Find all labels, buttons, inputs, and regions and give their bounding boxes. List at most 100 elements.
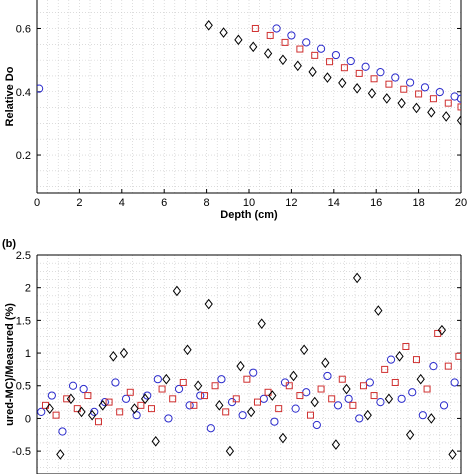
data-point-diamond xyxy=(448,449,457,460)
data-point-square xyxy=(317,385,325,393)
data-point-circle xyxy=(111,378,120,387)
data-point-diamond xyxy=(384,393,394,405)
data-point-diamond xyxy=(310,396,319,408)
data-point-circle xyxy=(456,94,461,103)
data-point-diamond xyxy=(204,298,213,310)
x-tick-label: 2 xyxy=(76,197,82,209)
data-marks xyxy=(37,272,461,460)
data-point-diamond xyxy=(323,72,332,83)
data-point-square xyxy=(105,398,113,406)
data-point-square xyxy=(349,401,357,409)
data-point-circle xyxy=(302,38,311,47)
data-point-circle xyxy=(249,368,258,377)
data-point-circle xyxy=(217,375,226,384)
data-point-square xyxy=(169,395,177,403)
data-point-square xyxy=(222,408,230,416)
y-tick-label: 2.5 xyxy=(16,250,31,262)
y-tick-label: 0.6 xyxy=(16,23,31,35)
data-marks xyxy=(37,19,461,126)
data-point-diamond xyxy=(234,34,243,46)
data-point-circle xyxy=(312,420,321,430)
data-point-diamond xyxy=(293,60,302,72)
y-tick-label: 2 xyxy=(25,283,31,295)
data-point-square xyxy=(84,392,92,400)
panel-label: (b) xyxy=(2,238,16,250)
panel-b-plot: -0.5 0 0.5 1 1.5 2 2.5 ured-MC)/Measured (%) (b) xyxy=(2,238,462,474)
data-point-circle xyxy=(153,375,162,384)
data-point-diamond xyxy=(427,413,436,424)
data-point-square xyxy=(63,395,71,403)
data-point-circle xyxy=(450,378,459,387)
data-point-circle xyxy=(386,355,396,364)
data-point-square xyxy=(429,95,437,103)
data-point-square xyxy=(211,382,219,390)
data-point-diamond xyxy=(98,400,107,411)
data-point-diamond xyxy=(151,435,160,447)
data-point-circle xyxy=(406,78,415,87)
x-tick-label: 0 xyxy=(34,197,40,209)
data-point-diamond xyxy=(338,77,347,89)
x-tick-label: 16 xyxy=(370,197,382,209)
x-axis-label: Depth (cm) xyxy=(220,209,278,221)
data-point-diamond xyxy=(204,19,213,31)
data-point-square xyxy=(253,398,261,406)
data-point-square xyxy=(444,99,452,107)
data-point-square xyxy=(326,58,334,66)
data-point-diamond xyxy=(363,409,372,421)
data-point-diamond xyxy=(367,88,377,99)
data-point-square xyxy=(423,385,431,393)
data-point-square xyxy=(306,411,314,419)
data-point-diamond xyxy=(289,370,298,382)
data-point-circle xyxy=(323,371,332,381)
data-point-square xyxy=(190,401,198,409)
data-point-square xyxy=(311,51,319,59)
y-tick-label: 0 xyxy=(25,413,31,425)
data-point-diamond xyxy=(456,115,461,126)
data-point-circle xyxy=(344,394,353,403)
y-tick-label: 0.2 xyxy=(16,150,31,162)
data-point-circle xyxy=(37,407,46,416)
data-point-square xyxy=(355,69,363,77)
data-point-square xyxy=(116,408,124,416)
data-point-diamond xyxy=(162,373,171,385)
data-point-diamond xyxy=(278,432,288,444)
data-point-circle xyxy=(287,31,296,40)
data-point-diamond xyxy=(183,344,192,356)
data-point-circle xyxy=(333,401,343,410)
data-point-square xyxy=(296,392,304,400)
data-point-diamond xyxy=(395,351,404,362)
y-tick-label: 1 xyxy=(25,348,31,360)
data-point-diamond xyxy=(442,111,451,122)
x-tick-label: 10 xyxy=(243,197,255,209)
x-tick-label: 6 xyxy=(161,197,167,209)
data-point-diamond xyxy=(268,390,277,401)
data-point-square xyxy=(412,356,420,364)
data-point-square xyxy=(457,103,461,111)
data-point-square xyxy=(126,388,134,396)
data-point-circle xyxy=(164,414,173,423)
data-point-diamond xyxy=(352,272,362,284)
data-point-square xyxy=(370,392,378,400)
data-point-diamond xyxy=(193,380,203,392)
data-point-square xyxy=(444,362,452,370)
data-point-circle xyxy=(391,73,400,82)
data-point-square xyxy=(338,375,346,383)
data-point-diamond xyxy=(87,409,97,421)
y-tick-label: -0.5 xyxy=(12,446,31,458)
data-point-circle xyxy=(376,68,385,77)
data-point-diamond xyxy=(172,285,182,297)
data-point-square xyxy=(94,418,102,426)
data-point-square xyxy=(381,365,389,373)
data-point-square xyxy=(285,382,293,390)
data-point-circle xyxy=(47,391,56,400)
data-point-square xyxy=(200,392,208,400)
data-point-diamond xyxy=(109,351,118,362)
data-point-square xyxy=(402,343,410,351)
data-point-diamond xyxy=(278,54,288,66)
data-point-circle xyxy=(132,411,141,420)
data-point-diamond xyxy=(321,357,330,369)
data-point-circle xyxy=(435,87,444,97)
data-point-diamond xyxy=(77,406,86,418)
data-point-circle xyxy=(238,411,247,420)
